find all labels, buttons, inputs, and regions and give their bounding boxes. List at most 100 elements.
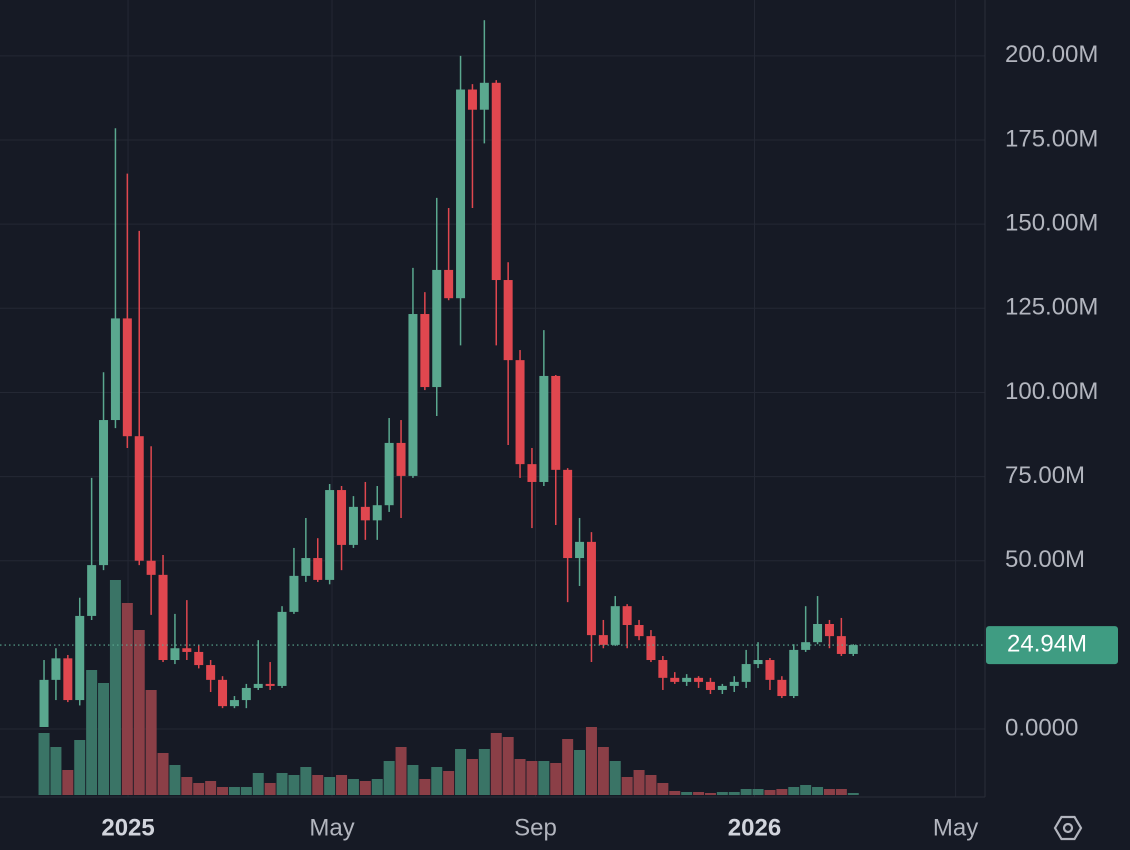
volume-bar [764, 790, 776, 795]
candle-body [717, 685, 727, 690]
candle-body [134, 436, 144, 561]
candle-body [741, 664, 751, 682]
volume-bar [716, 792, 728, 795]
volume-bar [395, 747, 407, 795]
candle-body [598, 635, 608, 645]
candle-body [87, 565, 97, 616]
candle-body [753, 660, 763, 665]
volume-bar [585, 727, 597, 795]
volume-bar [252, 773, 264, 795]
candle-body [813, 624, 823, 643]
volume-bar [50, 747, 62, 795]
candle-body [75, 615, 85, 701]
candle-body [694, 677, 704, 682]
candle-body [705, 681, 715, 690]
candle-body [586, 541, 596, 636]
volume-bar [823, 789, 835, 795]
volume-bar [205, 781, 217, 795]
candle-body [682, 677, 692, 682]
volume-bar [526, 761, 538, 795]
candle-body [194, 651, 204, 666]
volume-bar [181, 777, 193, 795]
volume-bar [431, 767, 443, 795]
volume-bar [574, 750, 586, 795]
volume-bar [455, 749, 467, 795]
y-tick-label: 200.00M [1005, 41, 1098, 68]
y-tick-label: 0.0000 [1005, 714, 1078, 741]
volume-bar [538, 761, 550, 795]
last-price-label: 24.94M [1007, 630, 1087, 657]
x-tick-label: May [309, 814, 354, 841]
volume-bar [812, 787, 824, 795]
volume-bar [193, 783, 205, 795]
candle-body [836, 636, 846, 654]
y-tick-label: 100.00M [1005, 378, 1098, 405]
candle-body [527, 464, 537, 482]
candle-body [515, 360, 525, 465]
candle-body [420, 314, 430, 388]
candle-body [563, 469, 573, 559]
volume-bar [514, 759, 526, 795]
settings-circle [1062, 822, 1074, 834]
volume-bar [550, 763, 562, 795]
volume-bar [478, 749, 490, 795]
volume-bar [669, 791, 681, 795]
volume-bar [466, 759, 478, 795]
candle-body [396, 442, 406, 476]
volume-bar [740, 789, 752, 795]
volume-bar [800, 785, 812, 795]
candle-body [610, 606, 620, 645]
volume-bar [109, 580, 121, 795]
volume-bar [562, 739, 574, 795]
volume-bar [443, 771, 455, 795]
candle-body [634, 625, 644, 637]
volume-bar [728, 792, 740, 795]
volume-bar [133, 630, 145, 795]
volume-pane [38, 580, 859, 795]
volume-bar [121, 603, 133, 795]
volume-bar [609, 761, 621, 795]
candle-body [444, 269, 454, 299]
volume-bar [312, 775, 324, 795]
candle-body [301, 558, 311, 576]
volume-bar [359, 781, 371, 795]
x-tick-label: 2025 [101, 814, 154, 841]
candle-body [241, 687, 251, 701]
candle-body [622, 606, 632, 626]
candle-body [765, 660, 775, 680]
candle-body [646, 636, 656, 661]
volume-bar [490, 733, 502, 795]
candle-body [99, 420, 109, 566]
candle-body [122, 318, 132, 437]
candle-body [575, 541, 585, 559]
volume-bar [776, 789, 788, 795]
volume-bar [633, 770, 645, 795]
x-tick-label: 2026 [728, 814, 781, 841]
candle-body [39, 679, 49, 727]
volume-bar [788, 787, 800, 795]
volume-bar [681, 792, 693, 795]
candle-body [206, 665, 216, 680]
volume-bar [300, 767, 312, 795]
candle-body [491, 82, 501, 281]
volume-bar [752, 789, 764, 795]
volume-bar [621, 777, 633, 795]
volume-bar [704, 793, 716, 795]
y-tick-label: 75.00M [1005, 462, 1085, 489]
candle-body [277, 611, 287, 686]
volume-bar [657, 783, 669, 795]
volume-bar [336, 775, 348, 795]
candle-body [146, 560, 156, 575]
candle-body [289, 575, 299, 612]
candle-body [337, 490, 347, 545]
volume-bar [86, 670, 98, 795]
settings-hexagon [1053, 815, 1083, 841]
volume-bar [407, 765, 419, 795]
x-tick-label: May [933, 814, 978, 841]
candle-body [729, 681, 739, 686]
volume-bar [74, 740, 86, 795]
candle-body [313, 558, 323, 580]
volume-bar [693, 792, 705, 795]
settings-icon[interactable] [1053, 815, 1083, 841]
volume-bar [347, 779, 359, 795]
